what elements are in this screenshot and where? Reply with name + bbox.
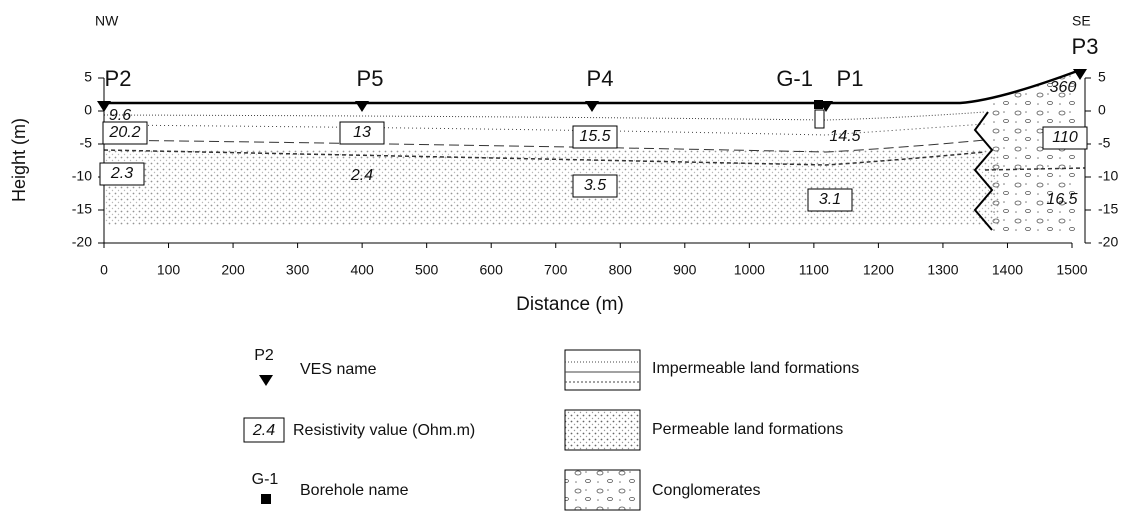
ves-name: P4 — [587, 66, 614, 91]
resistivity-value: 13 — [353, 124, 371, 141]
y-tick-label: -5 — [1098, 135, 1111, 151]
x-tick-label: 600 — [480, 262, 504, 278]
legend-label: Resistivity value (Ohm.m) — [293, 422, 475, 439]
borehole-marker — [814, 100, 823, 109]
y-tick-label: -10 — [1098, 168, 1118, 184]
legend-label: Impermeable land formations — [652, 360, 859, 377]
x-tick-label: 1500 — [1056, 262, 1087, 278]
y-tick-label: -15 — [72, 201, 92, 217]
resistivity-value: 14.5 — [829, 128, 860, 145]
legend-label: Conglomerates — [652, 482, 761, 499]
resistivity-value: 360 — [1050, 79, 1077, 96]
y-tick-label: 5 — [1098, 69, 1106, 85]
x-axis-label: Distance (m) — [516, 294, 624, 315]
x-tick-label: 200 — [221, 262, 245, 278]
y-axis-label: Height (m) — [9, 118, 29, 202]
x-tick-label: 400 — [350, 262, 374, 278]
resistivity-value: 16.5 — [1046, 191, 1077, 208]
x-tick-label: 100 — [157, 262, 181, 278]
resistivity-value: 3.1 — [819, 191, 841, 208]
x-tick-label: 800 — [609, 262, 633, 278]
se-label: SE — [1072, 13, 1091, 29]
legend-label: Permeable land formations — [652, 421, 843, 438]
borehole-name: G-1 — [776, 66, 813, 91]
legend-label: Borehole name — [300, 482, 409, 499]
x-tick-label: 0 — [100, 262, 108, 278]
x-tick-label: 500 — [415, 262, 439, 278]
resistivity-value: 15.5 — [579, 128, 610, 145]
ves-marker — [585, 101, 599, 112]
ves-marker — [355, 101, 369, 112]
nw-label: NW — [95, 13, 119, 29]
y-tick-label: 0 — [1098, 102, 1106, 118]
ves-name: P5 — [357, 66, 384, 91]
ves-name: P1 — [837, 66, 864, 91]
x-tick-label: 300 — [286, 262, 310, 278]
y-tick-label: -15 — [1098, 201, 1118, 217]
resistivity-value: 2.3 — [110, 165, 133, 182]
x-tick-label: 1300 — [927, 262, 958, 278]
resistivity-value: 20.2 — [108, 124, 140, 141]
resistivity-value: 110 — [1052, 129, 1078, 146]
y-tick-label: -20 — [72, 234, 92, 250]
resistivity-value: 2.4 — [350, 167, 373, 184]
cross-section: NW SE Distance (m) Height (m) P2 VES nam… — [0, 0, 1133, 517]
ves-name: P2 — [105, 66, 132, 91]
y-tick-label: 5 — [84, 69, 92, 85]
y-tick-label: -10 — [72, 168, 92, 184]
y-tick-label: -5 — [80, 135, 93, 151]
y-tick-label: 0 — [84, 102, 92, 118]
x-tick-label: 700 — [544, 262, 568, 278]
legend: P2 VES name 2.4 Resistivity value (Ohm.m… — [244, 347, 859, 510]
x-tick-label: 1100 — [799, 262, 829, 278]
x-tick-label: 1200 — [863, 262, 894, 278]
legend-label: VES name — [300, 361, 377, 378]
legend-symbol: G-1 — [252, 471, 279, 488]
x-tick-label: 1000 — [734, 262, 765, 278]
legend-symbol: 2.4 — [252, 422, 275, 439]
x-tick-label: 900 — [673, 262, 697, 278]
y-tick-label: -20 — [1098, 234, 1118, 250]
x-tick-label: 1400 — [992, 262, 1023, 278]
ves-name: P3 — [1072, 34, 1099, 59]
resistivity-value: 3.5 — [584, 177, 606, 194]
legend-symbol: P2 — [254, 347, 274, 364]
geology — [104, 70, 1085, 235]
